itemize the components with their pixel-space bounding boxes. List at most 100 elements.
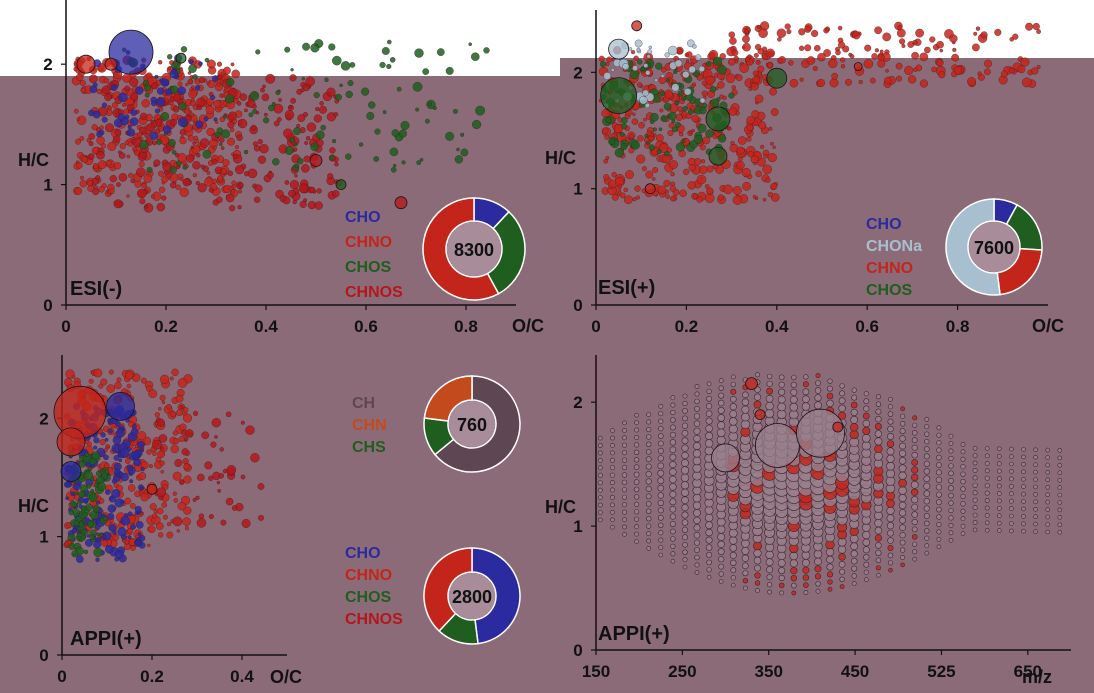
data-point-mz	[886, 461, 895, 471]
data-point-mz	[948, 492, 954, 499]
data-point-chno	[938, 71, 946, 79]
data-point-mz	[729, 403, 737, 411]
data-point-mz	[754, 580, 761, 586]
data-point-mz	[826, 571, 834, 578]
data-point-mz	[743, 585, 748, 591]
data-point-mz	[717, 548, 725, 556]
donut-chart: 7600	[945, 198, 1043, 296]
data-point-chno	[768, 126, 773, 131]
data-point-chos	[83, 549, 89, 555]
data-point-chno	[643, 117, 647, 122]
data-point-chos	[302, 42, 311, 51]
data-point-chno	[739, 63, 749, 73]
data-point-chona	[643, 63, 649, 68]
data-point-chos	[608, 137, 616, 145]
data-point-cho	[70, 491, 75, 497]
data-point-mz	[838, 553, 846, 561]
data-point-mz	[645, 463, 652, 470]
data-point-chos	[249, 91, 260, 101]
data-point-chona	[642, 89, 649, 97]
data-point-mz	[1009, 498, 1014, 504]
panel-title: ESI(-)	[70, 278, 122, 300]
data-point-chos	[445, 131, 455, 141]
data-point-mz	[753, 400, 762, 409]
data-point-mz	[609, 472, 616, 478]
data-point-mz	[621, 487, 628, 493]
data-point-mz	[1033, 477, 1038, 482]
data-point-chno	[624, 195, 633, 205]
data-point-chos	[320, 124, 326, 131]
data-point-mz	[778, 574, 785, 582]
data-point-mz	[693, 509, 701, 517]
data-point-mz	[923, 460, 930, 468]
data-point-mz	[633, 471, 640, 478]
data-point-mz	[1045, 484, 1050, 490]
data-point-mz	[1021, 454, 1026, 460]
data-point-mz	[1033, 447, 1038, 453]
data-point-mz	[875, 542, 882, 549]
data-point-mz	[802, 381, 809, 388]
data-point-chno	[184, 526, 189, 531]
data-point-chnos	[185, 429, 194, 438]
data-point-chnos	[257, 155, 266, 164]
data-point-cho	[130, 109, 138, 116]
data-point-mz	[729, 410, 738, 418]
data-point-mz	[851, 573, 857, 579]
data-point-chnos	[183, 436, 189, 442]
data-point-chno	[754, 43, 762, 51]
data-point-chos	[422, 68, 430, 75]
data-point-mz	[633, 479, 640, 485]
data-point-chno	[148, 464, 153, 469]
data-point-mz	[1009, 521, 1014, 526]
data-point-chno	[619, 192, 626, 199]
data-point-mz	[924, 431, 930, 437]
data-point-mz	[692, 501, 702, 510]
data-point-chno	[1031, 67, 1039, 75]
data-point-chos	[432, 106, 437, 111]
data-point-mz	[706, 381, 712, 387]
data-point-chos	[188, 64, 197, 73]
data-point-chno	[221, 93, 225, 98]
data-point-large-chno	[832, 421, 844, 433]
data-point-chno	[657, 185, 667, 195]
data-point-mz	[669, 505, 677, 513]
data-point-chos	[401, 160, 406, 165]
data-point-mz	[936, 499, 942, 506]
data-point-mz	[597, 487, 603, 493]
data-point-chos	[310, 142, 319, 152]
data-point-chos	[374, 128, 381, 135]
data-point-mz	[972, 445, 978, 451]
data-point-chos	[605, 117, 612, 124]
data-point-mz	[658, 425, 664, 432]
data-point-mz	[815, 380, 821, 386]
data-point-chnos	[250, 124, 257, 131]
data-point-mz	[875, 557, 882, 564]
data-point-chno	[663, 179, 671, 187]
data-point-chno	[738, 136, 747, 145]
data-point-mz	[1057, 522, 1063, 528]
data-point-mz	[874, 422, 882, 430]
data-point-chno	[230, 62, 235, 67]
data-point-chnos	[196, 97, 206, 107]
data-point-chos	[214, 131, 221, 138]
data-point-chno	[762, 164, 772, 175]
data-point-chno	[874, 26, 882, 35]
data-point-mz	[898, 478, 907, 488]
plot-area	[598, 20, 1041, 205]
data-point-mz	[645, 508, 652, 514]
data-point-chos	[293, 127, 301, 135]
legend-entry-cho: CHO	[345, 209, 381, 226]
data-point-mz	[826, 392, 834, 400]
data-point-mz	[936, 432, 942, 438]
data-point-chnos	[96, 150, 105, 160]
data-point-chnos	[264, 112, 268, 117]
data-point-chno	[222, 159, 230, 167]
data-point-mz	[936, 506, 942, 513]
data-point-chnos	[172, 516, 183, 527]
data-point-mz	[1021, 469, 1026, 475]
data-point-cho	[169, 69, 179, 79]
data-point-mz	[777, 402, 787, 412]
data-point-mz	[1057, 500, 1063, 505]
data-point-mz	[911, 466, 919, 474]
data-point-cho	[134, 511, 139, 515]
